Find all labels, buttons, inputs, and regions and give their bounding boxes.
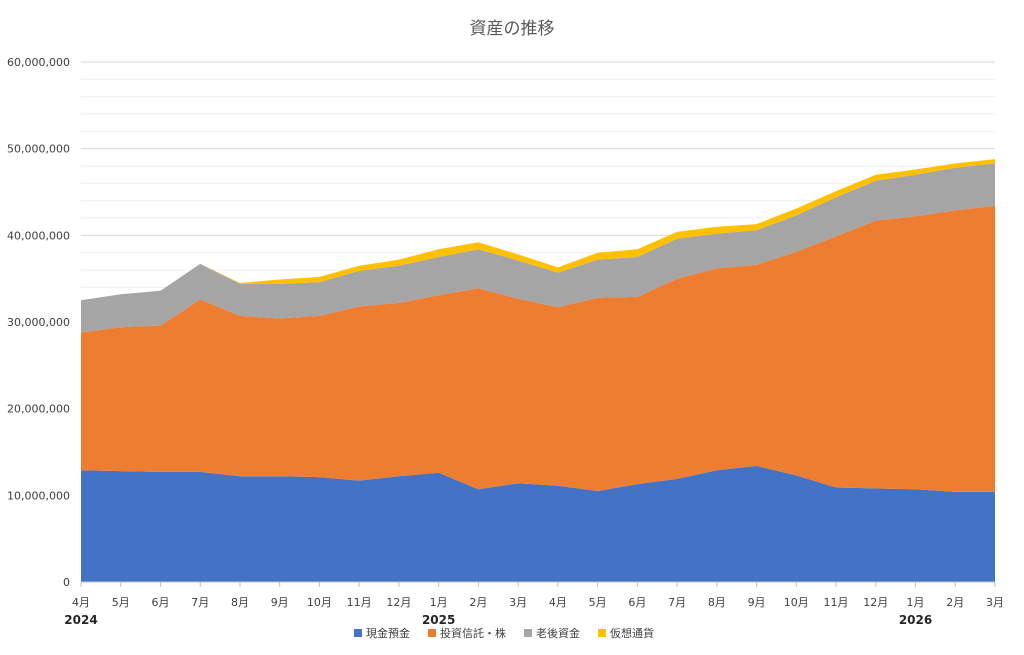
legend-swatch-2 — [524, 629, 532, 637]
x-tick-label: 9月 — [748, 596, 766, 609]
x-tick-label: 12月 — [863, 596, 888, 609]
x-tick-label: 5月 — [112, 596, 130, 609]
y-tick-label: 20,000,000 — [7, 403, 70, 416]
x-tick-label: 1月 — [430, 596, 448, 609]
x-tick-label: 5月 — [589, 596, 607, 609]
y-axis-ticks: 0 10,000,000 20,000,000 30,000,000 40,000,00… — [7, 56, 70, 589]
x-tick-label: 2月 — [469, 596, 487, 609]
legend-swatch-0 — [354, 629, 362, 637]
legend-label-2: 老後資金 — [536, 626, 580, 640]
legend-label-3: 仮想通貨 — [610, 626, 654, 640]
x-axis-ticks: 4月 5月 6月 7月 8月 9月 10月 11月 12月 1月 2月 3月 4月 5月 6月 7月 8月 9月 1… — [72, 596, 1004, 609]
legend-label-1: 投資信託・株 — [440, 626, 506, 640]
x-tick-label: 1月 — [907, 596, 925, 609]
chart-title: 資産の推移 — [470, 19, 555, 39]
x-tick-label: 6月 — [628, 596, 646, 609]
y-tick-label: 40,000,000 — [7, 229, 70, 242]
x-tick-label: 6月 — [151, 596, 169, 609]
x-tick-label: 3月 — [986, 596, 1004, 609]
x-tick-label: 10月 — [784, 596, 809, 609]
year-labels: 2024 2025 2026 — [64, 613, 932, 627]
x-tick-label: 4月 — [72, 596, 90, 609]
y-tick-label: 10,000,000 — [7, 489, 70, 502]
legend-label-0: 現金預金 — [366, 626, 410, 640]
x-tick-label: 12月 — [386, 596, 411, 609]
year-label: 2026 — [899, 613, 932, 627]
x-tick-label: 11月 — [824, 596, 849, 609]
legend-swatch-1 — [428, 629, 436, 637]
x-tick-label: 8月 — [231, 596, 249, 609]
area-series-3 — [81, 159, 995, 301]
y-tick-label: 30,000,000 — [7, 316, 70, 329]
year-label: 2024 — [64, 613, 97, 627]
legend-swatch-3 — [598, 629, 606, 637]
x-tick-label: 7月 — [191, 596, 209, 609]
x-tick-label: 7月 — [668, 596, 686, 609]
y-tick-label: 60,000,000 — [7, 56, 70, 69]
x-tick-label: 2月 — [946, 596, 964, 609]
x-axis — [80, 581, 996, 587]
area-series-2 — [81, 163, 995, 333]
y-tick-label: 50,000,000 — [7, 143, 70, 156]
year-label: 2025 — [422, 613, 455, 627]
x-tick-label: 4月 — [549, 596, 567, 609]
x-tick-label: 8月 — [708, 596, 726, 609]
plot-areas — [81, 159, 995, 582]
x-tick-label: 3月 — [509, 596, 527, 609]
x-tick-label: 11月 — [347, 596, 372, 609]
x-tick-label: 9月 — [271, 596, 289, 609]
y-tick-label: 0 — [63, 576, 70, 589]
area-series-0 — [81, 465, 995, 582]
area-series-1 — [81, 205, 995, 492]
x-tick-label: 10月 — [307, 596, 332, 609]
legend: 現金預金 投資信託・株 老後資金 仮想通貨 — [354, 626, 654, 640]
